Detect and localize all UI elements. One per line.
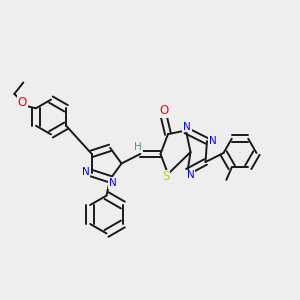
Text: N: N [208, 136, 216, 146]
Text: S: S [162, 170, 169, 184]
Text: O: O [159, 103, 168, 117]
Text: N: N [82, 167, 89, 177]
Text: O: O [18, 96, 27, 109]
Text: N: N [109, 178, 116, 188]
Text: H: H [134, 142, 142, 152]
Text: N: N [183, 122, 191, 132]
Text: N: N [187, 170, 194, 181]
